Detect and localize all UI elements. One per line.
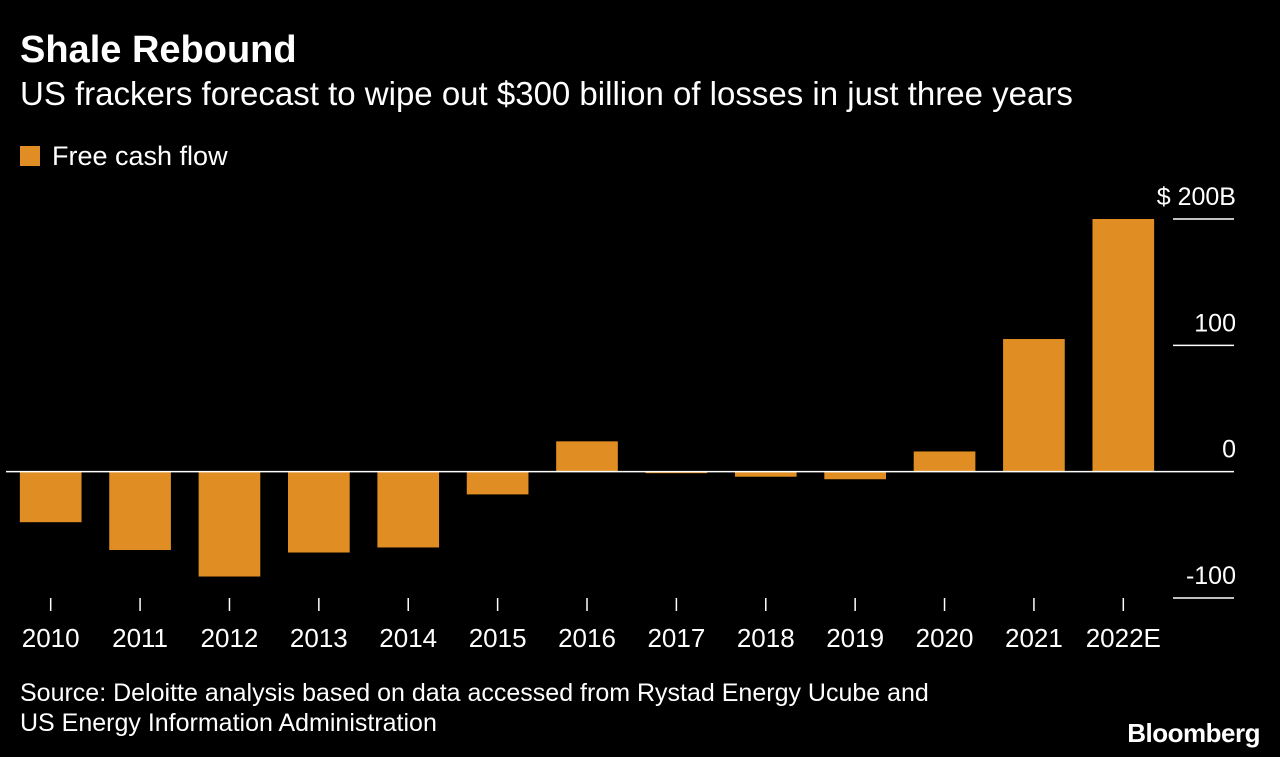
- bar-2015: [466, 471, 529, 495]
- bar-2012: [198, 471, 261, 577]
- x-tick-label: 2019: [826, 623, 884, 653]
- x-tick-label: 2021: [1005, 623, 1063, 653]
- x-tick-label: 2022E: [1086, 623, 1161, 653]
- bar-2020: [913, 451, 976, 472]
- x-tick-label: 2015: [469, 623, 527, 653]
- chart-title: Shale Rebound: [20, 29, 297, 71]
- source-note: Source: Deloitte analysis based on data …: [20, 678, 929, 738]
- x-tick-label: 2017: [647, 623, 705, 653]
- source-line: Source: Deloitte analysis based on data …: [20, 679, 929, 707]
- y-tick-label: -100: [1186, 562, 1236, 590]
- x-tick-label: 2013: [290, 623, 348, 653]
- bar-2019: [824, 471, 886, 480]
- legend: Free cash flow: [20, 140, 228, 172]
- source-line: US Energy Information Administration: [20, 709, 437, 737]
- chart-subtitle: US frackers forecast to wipe out $300 bi…: [20, 75, 1073, 112]
- legend-swatch: [20, 146, 40, 166]
- y-tick-label: 0: [1222, 436, 1236, 464]
- y-tick-label: $ 200B: [1157, 183, 1236, 211]
- x-tick-label: 2012: [201, 623, 259, 653]
- x-tick-label: 2020: [916, 623, 974, 653]
- bar-2021: [1003, 339, 1065, 472]
- x-tick-label: 2011: [112, 623, 168, 653]
- bloomberg-logo: Bloomberg: [1127, 718, 1260, 748]
- x-tick-label: 2014: [379, 623, 437, 653]
- bar-2022E: [1092, 219, 1155, 472]
- bar-2018: [734, 471, 797, 477]
- x-tick-label: 2010: [22, 623, 80, 653]
- x-tick-label: 2016: [558, 623, 616, 653]
- bar-2010: [19, 471, 82, 523]
- y-tick-label: 100: [1194, 309, 1236, 337]
- bar-2014: [377, 471, 440, 548]
- bar-2016: [556, 441, 618, 472]
- x-tick-label: 2018: [737, 623, 795, 653]
- legend-label: Free cash flow: [52, 140, 228, 171]
- bar-2011: [109, 471, 171, 550]
- bar-2013: [288, 471, 350, 553]
